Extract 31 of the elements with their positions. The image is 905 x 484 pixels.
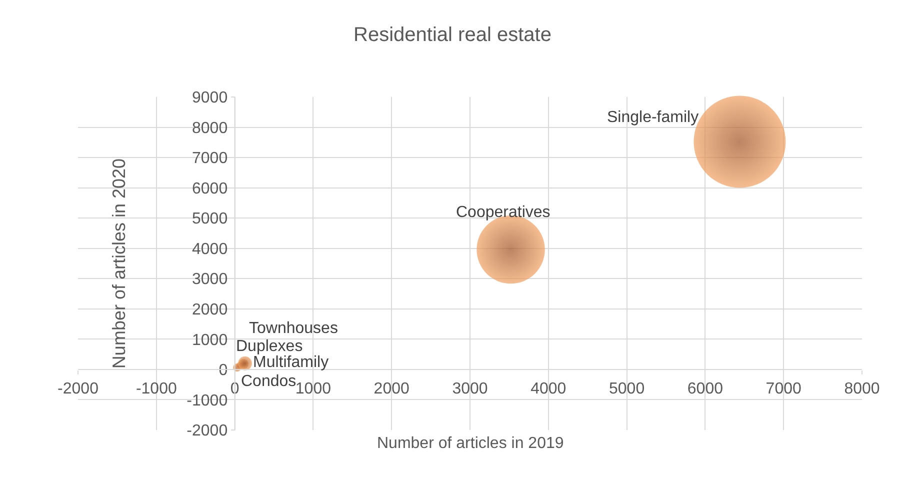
x-axis-title: Number of articles in 2019 [377, 435, 564, 452]
annotation: Cooperatives [456, 204, 550, 221]
annotation: Multifamily [253, 354, 329, 371]
annotation: Townhouses [249, 320, 338, 337]
annotation: Single-family [607, 109, 699, 126]
x-tick-label: 1000 [295, 380, 332, 398]
x-tick-label: -1000 [136, 380, 177, 398]
y-tick-label: 2000 [192, 302, 228, 319]
annotation: Duplexes [236, 338, 303, 355]
y-tick-label: 7000 [192, 150, 228, 168]
y-tick-label: -1000 [186, 392, 228, 410]
x-tick-label: 2000 [374, 380, 410, 398]
x-tick-label: 7000 [766, 380, 802, 398]
x-tick-label: 0 [230, 380, 240, 398]
y-tick-label: 9000 [192, 90, 228, 107]
x-tick-label: 6000 [687, 380, 724, 398]
y-tick-label: 4000 [192, 240, 228, 258]
x-tick-label: 3000 [452, 380, 488, 398]
y-tick-label: 5000 [192, 210, 228, 228]
y-tick-label: 6000 [192, 180, 228, 198]
y-axis-title: Number of articles in 2020 [108, 158, 129, 369]
y-tick-label: -2000 [186, 422, 228, 440]
chart-title: Residential real estate [354, 24, 552, 46]
y-tick-label: 8000 [192, 120, 228, 137]
y-tick-label: 3000 [192, 271, 228, 288]
x-tick-label: -2000 [58, 380, 99, 398]
x-tick-label: 8000 [844, 380, 880, 398]
x-tick-label: 4000 [530, 380, 566, 398]
y-tick-label: 1000 [192, 332, 228, 349]
x-tick-label: 5000 [609, 380, 645, 398]
annotation: Condos [241, 373, 296, 390]
